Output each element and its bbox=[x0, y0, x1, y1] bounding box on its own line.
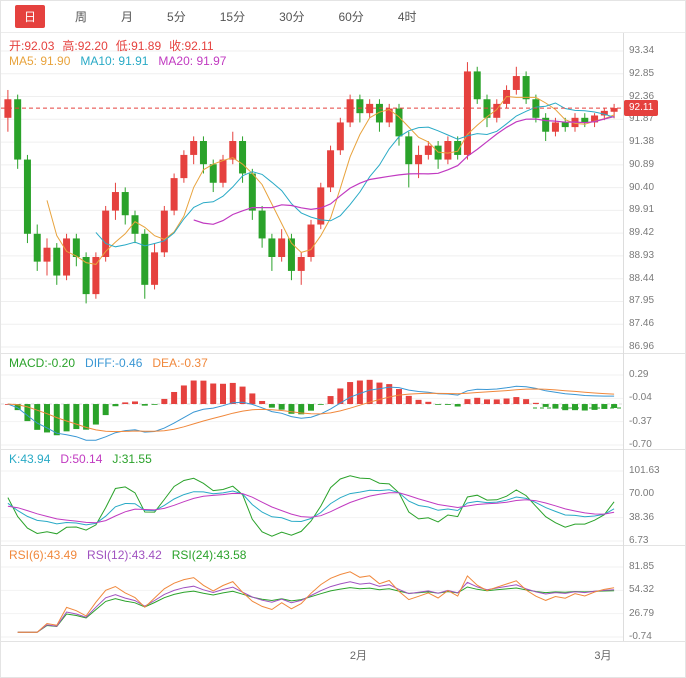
j-value: J:31.55 bbox=[112, 452, 152, 466]
rsi6-value: RSI(6):43.49 bbox=[9, 548, 78, 562]
timeframe-toolbar: 日 周 月 5分 15分 30分 60分 4时 bbox=[1, 1, 685, 33]
current-price-badge: 92.11 bbox=[624, 100, 659, 117]
tab-day[interactable]: 日 bbox=[15, 5, 46, 28]
ma5-value: MA5: 91.90 bbox=[9, 54, 71, 68]
ma-legend: MA5: 91.90 MA10: 91.91 MA20: 91.97 bbox=[9, 54, 226, 68]
tab-30min[interactable]: 30分 bbox=[279, 10, 305, 24]
macd-value: MACD:-0.20 bbox=[9, 356, 76, 370]
tab-week[interactable]: 周 bbox=[75, 10, 88, 24]
low-value: 低:91.89 bbox=[115, 39, 162, 53]
macd-legend: MACD:-0.20 DIFF:-0.46 DEA:-0.37 bbox=[9, 356, 208, 370]
tab-4hour[interactable]: 4时 bbox=[397, 10, 417, 24]
rsi-legend: RSI(6):43.49 RSI(12):43.42 RSI(24):43.58 bbox=[9, 548, 246, 562]
high-value: 高:92.20 bbox=[62, 39, 108, 53]
close-value: 收:92.11 bbox=[169, 39, 214, 53]
tab-5min[interactable]: 5分 bbox=[167, 10, 186, 24]
tab-60min[interactable]: 60分 bbox=[338, 10, 364, 24]
tab-15min[interactable]: 15分 bbox=[219, 10, 246, 24]
kdj-legend: K:43.94 D:50.14 J:31.55 bbox=[9, 452, 152, 466]
rsi12-value: RSI(12):43.42 bbox=[87, 548, 162, 562]
rsi24-value: RSI(24):43.58 bbox=[171, 548, 247, 562]
d-value: D:50.14 bbox=[60, 452, 103, 466]
ohlc-legend: 开:92.03 高:92.20 低:91.89 收:92.11 bbox=[9, 37, 214, 54]
k-value: K:43.94 bbox=[9, 452, 51, 466]
tab-month[interactable]: 月 bbox=[121, 10, 134, 24]
dea-value: DEA:-0.37 bbox=[152, 356, 208, 370]
ma20-value: MA20: 91.97 bbox=[158, 54, 227, 68]
diff-value: DIFF:-0.46 bbox=[85, 356, 143, 370]
ma10-value: MA10: 91.91 bbox=[80, 54, 149, 68]
open-value: 开:92.03 bbox=[9, 39, 55, 53]
